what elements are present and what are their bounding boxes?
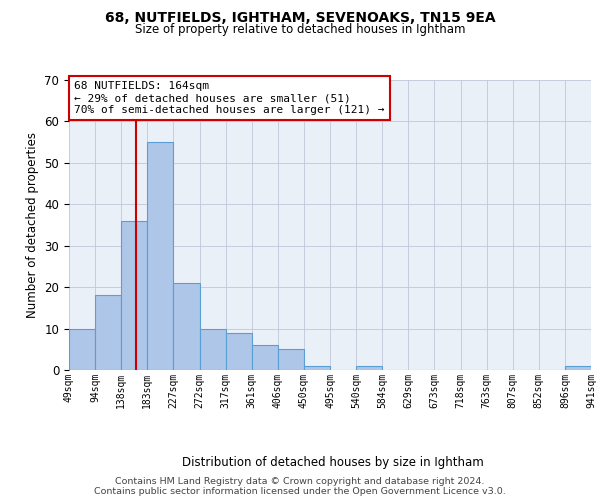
- Bar: [278, 350, 304, 370]
- Bar: [69, 328, 95, 370]
- Bar: [226, 332, 252, 370]
- Bar: [199, 328, 226, 370]
- Bar: [121, 221, 148, 370]
- Bar: [148, 142, 173, 370]
- Bar: [173, 283, 199, 370]
- Y-axis label: Number of detached properties: Number of detached properties: [26, 132, 39, 318]
- Text: Contains public sector information licensed under the Open Government Licence v3: Contains public sector information licen…: [94, 486, 506, 496]
- Text: 68, NUTFIELDS, IGHTHAM, SEVENOAKS, TN15 9EA: 68, NUTFIELDS, IGHTHAM, SEVENOAKS, TN15 …: [104, 10, 496, 24]
- Bar: [356, 366, 382, 370]
- Text: Size of property relative to detached houses in Ightham: Size of property relative to detached ho…: [135, 22, 465, 36]
- Text: 68 NUTFIELDS: 164sqm
← 29% of detached houses are smaller (51)
70% of semi-detac: 68 NUTFIELDS: 164sqm ← 29% of detached h…: [74, 82, 385, 114]
- Bar: [95, 296, 121, 370]
- Text: Contains HM Land Registry data © Crown copyright and database right 2024.: Contains HM Land Registry data © Crown c…: [115, 476, 485, 486]
- Text: Distribution of detached houses by size in Ightham: Distribution of detached houses by size …: [182, 456, 484, 469]
- Bar: [565, 366, 591, 370]
- Bar: [252, 345, 278, 370]
- Bar: [304, 366, 330, 370]
